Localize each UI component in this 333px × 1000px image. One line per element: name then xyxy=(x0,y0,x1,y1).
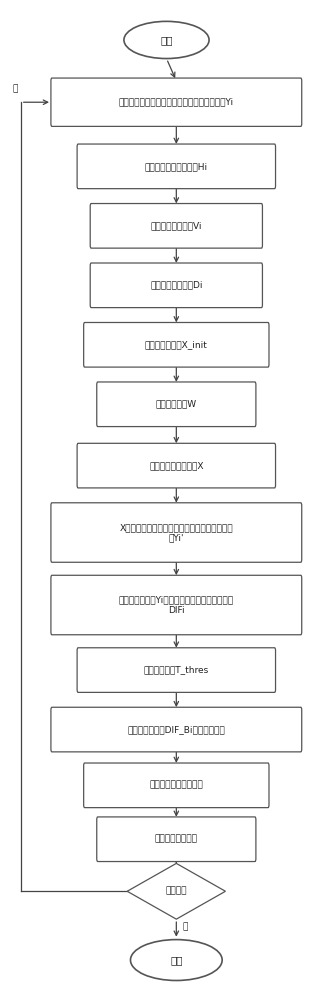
FancyBboxPatch shape xyxy=(84,322,269,367)
FancyBboxPatch shape xyxy=(90,204,262,248)
Text: 差分图像二值化DIF_Bi，提取点目标: 差分图像二值化DIF_Bi，提取点目标 xyxy=(128,725,225,734)
Text: 生成初始超分图X_init: 生成初始超分图X_init xyxy=(145,340,208,349)
FancyBboxPatch shape xyxy=(97,382,256,427)
Ellipse shape xyxy=(131,940,222,980)
Text: 构建系统矩阵W: 构建系统矩阵W xyxy=(156,400,197,409)
Text: 是否完成: 是否完成 xyxy=(166,887,187,896)
Text: 是: 是 xyxy=(183,922,188,931)
Ellipse shape xyxy=(124,21,209,59)
FancyBboxPatch shape xyxy=(77,443,275,488)
Polygon shape xyxy=(127,863,225,919)
FancyBboxPatch shape xyxy=(84,763,269,808)
Text: 与输入低分图像Yi进行差分运算，获得差分图像
DIFi: 与输入低分图像Yi进行差分运算，获得差分图像 DIFi xyxy=(119,595,234,615)
Text: 计算图像噪声水平Vi: 计算图像噪声水平Vi xyxy=(151,221,202,230)
FancyBboxPatch shape xyxy=(77,648,275,692)
Text: 确定分割阈值T_thres: 确定分割阈值T_thres xyxy=(144,666,209,675)
Text: 结束: 结束 xyxy=(170,955,182,965)
Text: 读入多帧具有亚像素位移差异的多帧低分图像Yi: 读入多帧具有亚像素位移差异的多帧低分图像Yi xyxy=(119,98,234,107)
FancyBboxPatch shape xyxy=(51,78,302,126)
Text: 逆向求解超分辨图像X: 逆向求解超分辨图像X xyxy=(149,461,203,470)
FancyBboxPatch shape xyxy=(97,817,256,862)
FancyBboxPatch shape xyxy=(90,263,262,308)
Text: 否: 否 xyxy=(12,84,18,93)
Text: 图像位移信息估计Di: 图像位移信息估计Di xyxy=(150,281,202,290)
Text: 读入成像系统标定函数Hi: 读入成像系统标定函数Hi xyxy=(145,162,208,171)
FancyBboxPatch shape xyxy=(51,503,302,562)
Text: 帧间目标二次筛选: 帧间目标二次筛选 xyxy=(155,835,198,844)
FancyBboxPatch shape xyxy=(51,575,302,635)
Text: X经正向模型降质后，获得一组估计的低分辨图
像Yi': X经正向模型降质后，获得一组估计的低分辨图 像Yi' xyxy=(120,523,233,542)
FancyBboxPatch shape xyxy=(77,144,275,189)
Text: 记录点目标的位置信息: 记录点目标的位置信息 xyxy=(150,781,203,790)
Text: 开始: 开始 xyxy=(160,35,173,45)
FancyBboxPatch shape xyxy=(51,707,302,752)
